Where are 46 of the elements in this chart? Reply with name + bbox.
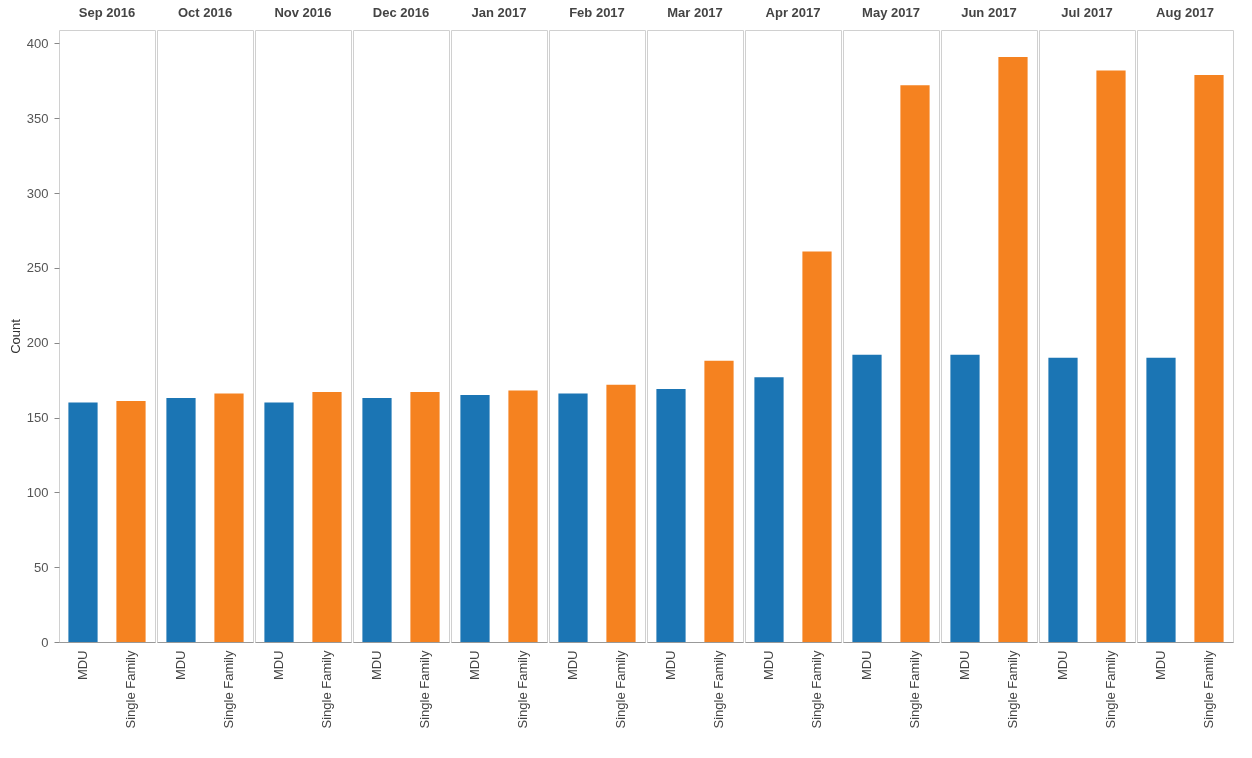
x-tick-label: Single Family <box>515 650 530 729</box>
chart-title: May 2017 <box>862 5 920 20</box>
chart-title: Nov 2016 <box>274 5 332 20</box>
x-tick-label: MDU <box>271 650 286 681</box>
chart-title: Apr 2017 <box>765 5 821 20</box>
y-tick-label: 150 <box>26 410 49 426</box>
x-tick-label: Single Family <box>123 650 138 729</box>
x-tick-label: Single Family <box>613 650 628 729</box>
y-tick-label: 350 <box>26 110 49 126</box>
x-tick-label: MDU <box>1055 650 1070 681</box>
x-tick-label: Single Family <box>417 650 432 729</box>
chart-title: Jan 2017 <box>471 5 527 20</box>
y-tick-label: 0 <box>41 634 49 650</box>
y-tick-label: 250 <box>26 260 49 276</box>
x-tick-label: Single Family <box>809 650 824 729</box>
chart-title: Sep 2016 <box>78 5 136 20</box>
x-tick-label: MDU <box>1153 650 1168 681</box>
x-tick-label: Single Family <box>1103 650 1118 729</box>
x-tick-label: MDU <box>369 650 384 681</box>
x-tick-label: Single Family <box>319 650 334 729</box>
chart-title: Feb 2017 <box>569 5 625 20</box>
x-tick-label: MDU <box>565 650 580 681</box>
chart-title: Aug 2017 <box>1156 5 1214 20</box>
y-tick-label: 50 <box>34 559 49 575</box>
chart-title: Jun 2017 <box>961 5 1017 20</box>
chart-title: Dec 2016 <box>372 5 430 20</box>
x-tick-label: MDU <box>859 650 874 681</box>
x-tick-label: Single Family <box>907 650 922 729</box>
x-tick-label: MDU <box>663 650 678 681</box>
x-tick-label: MDU <box>957 650 972 681</box>
x-tick-label: MDU <box>467 650 482 681</box>
y-tick-label: 200 <box>26 335 49 351</box>
chart-title: Oct 2016 <box>177 5 233 20</box>
x-tick-label: Single Family <box>1005 650 1020 729</box>
x-tick-label: MDU <box>75 650 90 681</box>
chart-title: Jul 2017 <box>1061 5 1113 20</box>
y-tick-label: 300 <box>26 185 49 201</box>
x-tick-label: Single Family <box>1201 650 1216 729</box>
x-tick-label: MDU <box>761 650 776 681</box>
y-tick-label: 100 <box>26 484 49 500</box>
chart-title: Mar 2017 <box>667 5 723 20</box>
x-tick-label: Single Family <box>221 650 236 729</box>
y-tick-label: 400 <box>26 35 49 51</box>
x-tick-label: MDU <box>173 650 188 681</box>
x-tick-label: Single Family <box>711 650 726 729</box>
y-axis-title: Count <box>7 318 23 354</box>
